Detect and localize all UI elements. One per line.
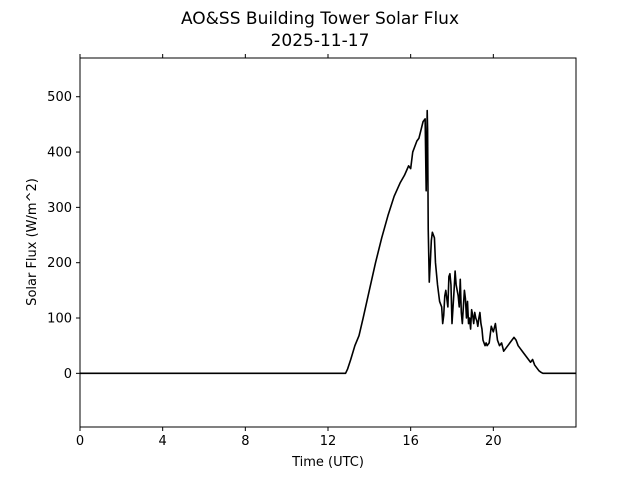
plot-frame bbox=[79, 57, 577, 428]
plot-area bbox=[79, 57, 577, 428]
x-tick-label: 0 bbox=[76, 434, 84, 449]
x-tick-label: 8 bbox=[241, 434, 249, 449]
x-tick-label: 4 bbox=[159, 434, 167, 449]
y-tick-label: 100 bbox=[47, 312, 72, 327]
solar-flux-series-line bbox=[80, 109, 576, 375]
y-axis-label: Solar Flux (W/m^2) bbox=[25, 178, 40, 306]
x-axis: 0 4 8 12 16 20 bbox=[76, 54, 502, 449]
y-tick-label: 300 bbox=[47, 201, 72, 216]
chart-title: AO&SS Building Tower Solar Flux bbox=[181, 9, 459, 29]
y-tick-label: 0 bbox=[64, 367, 72, 382]
chart-subtitle: 2025-11-17 bbox=[271, 31, 370, 51]
x-tick-label: 12 bbox=[320, 434, 337, 449]
y-tick-label: 500 bbox=[47, 90, 72, 105]
x-tick-label: 16 bbox=[402, 434, 419, 449]
series-group bbox=[80, 109, 576, 375]
y-tick-label: 200 bbox=[47, 256, 72, 271]
x-axis-label: Time (UTC) bbox=[291, 455, 364, 470]
x-tick-label: 20 bbox=[485, 434, 502, 449]
y-tick-label: 400 bbox=[47, 146, 72, 161]
y-axis: 0 100 200 300 400 500 bbox=[47, 90, 80, 382]
